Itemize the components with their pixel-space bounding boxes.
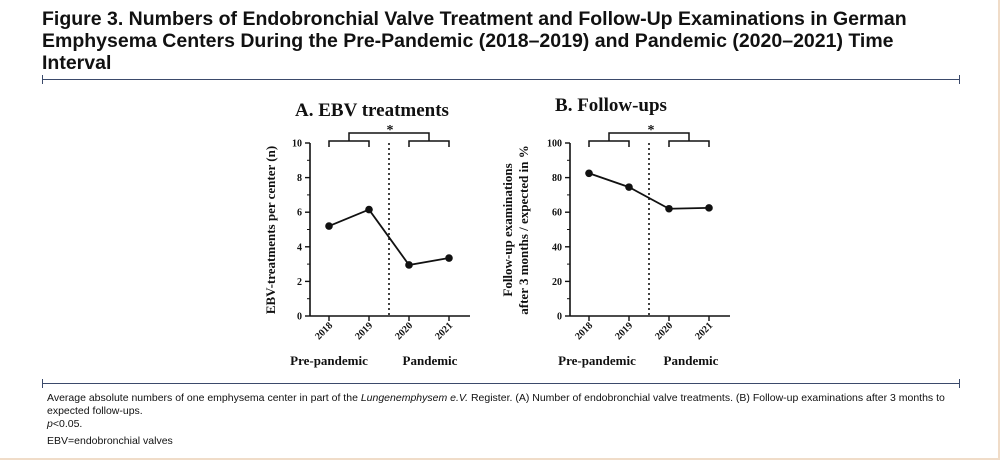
panel-a-series-line	[328, 208, 450, 266]
panel-b-bracket-pandemic	[668, 140, 710, 147]
panel-b-data-point	[705, 204, 713, 212]
panel-b-x-tick-label: 2020	[653, 320, 675, 342]
panel-b-group-pandemic: Pandemic	[664, 353, 719, 368]
panel-a-group-pre-pandemic: Pre-pandemic	[290, 353, 368, 368]
panel-b-y-tick-label: 0	[557, 312, 562, 323]
panel-a-y-tick-label: 0	[297, 312, 302, 323]
panel-a-y-axis-label: EBV-treatments per center (n)	[263, 146, 278, 314]
panel-a-x-tick-label: 2018	[313, 320, 335, 342]
panel-b-y-axis-label-line2: after 3 months / expected in %	[516, 145, 531, 314]
panel-b-follow-ups: B. Follow-ups Follow-up examinations aft…	[500, 95, 730, 368]
panel-b-y-tick-label: 60	[552, 208, 562, 219]
panel-a-title: A. EBV treatments	[295, 100, 449, 121]
panel-a-bracket-pre-pandemic	[328, 140, 370, 147]
bottom-divider	[42, 379, 960, 388]
panel-a-data-point	[325, 222, 333, 230]
panel-a-data-point	[365, 205, 373, 214]
panel-b-x-tick-label: 2021	[693, 320, 715, 342]
panel-b-data-point	[625, 183, 633, 191]
caption-p-value: <0.05.	[52, 418, 83, 430]
panel-b-y-tick-label: 100	[547, 139, 562, 150]
panel-b-significance-star: *	[648, 123, 655, 138]
panel-a-y-tick-label: 10	[292, 139, 302, 150]
panel-a-y-tick-label: 4	[297, 242, 302, 253]
panel-a-data-point	[405, 261, 413, 269]
figure-caption: Average absolute numbers of one emphysem…	[47, 392, 947, 431]
top-divider	[42, 75, 960, 84]
panel-b-x-tick-label: 2018	[573, 320, 595, 342]
panel-b-group-pre-pandemic: Pre-pandemic	[558, 353, 636, 368]
figure-title: Figure 3. Numbers of Endobronchial Valve…	[42, 8, 907, 74]
panel-b-x-tick-label: 2019	[613, 320, 635, 342]
caption-text-start: Average absolute numbers of one emphysem…	[47, 392, 361, 404]
panel-b-bracket-comparison	[608, 132, 690, 141]
panel-b-data-point	[585, 169, 593, 178]
panel-a-x-tick-label: 2021	[433, 320, 455, 342]
panel-b-title: B. Follow-ups	[555, 95, 667, 116]
caption-register-name: Lungenemphysem e.V.	[360, 392, 469, 404]
panel-b-data-point	[665, 204, 673, 213]
caption-text-end: Register. (A) Number of endobronchial va…	[47, 392, 945, 417]
caption-p-symbol: p	[47, 418, 53, 430]
panel-b-y-tick-label: 40	[552, 242, 562, 253]
panel-b-y-axis-label-line1: Follow-up examinations	[500, 163, 515, 296]
panel-a-significance-star: *	[387, 123, 394, 138]
panel-b-bracket-pre-pandemic	[588, 140, 630, 147]
panel-a-ebv-treatments: A. EBV treatments EBV-treatments per cen…	[263, 100, 470, 368]
panel-a-y-tick-label: 2	[297, 277, 302, 288]
panel-a-group-pandemic: Pandemic	[403, 353, 458, 368]
panel-a-y-tick-label: 8	[297, 173, 302, 184]
panel-a-bracket-pandemic	[408, 140, 450, 147]
panel-b-series-line	[588, 172, 710, 210]
abbreviation-note: EBV=endobronchial valves	[47, 435, 173, 447]
panel-a-x-tick-label: 2020	[393, 320, 415, 342]
panel-a-bracket-comparison	[348, 132, 430, 141]
panel-a-data-point	[445, 254, 453, 262]
panel-a-x-tick-label: 2019	[353, 320, 375, 342]
panel-b-y-tick-label: 20	[552, 277, 562, 288]
panel-a-y-tick-label: 6	[297, 208, 302, 219]
panel-b-y-tick-label: 80	[552, 173, 562, 184]
